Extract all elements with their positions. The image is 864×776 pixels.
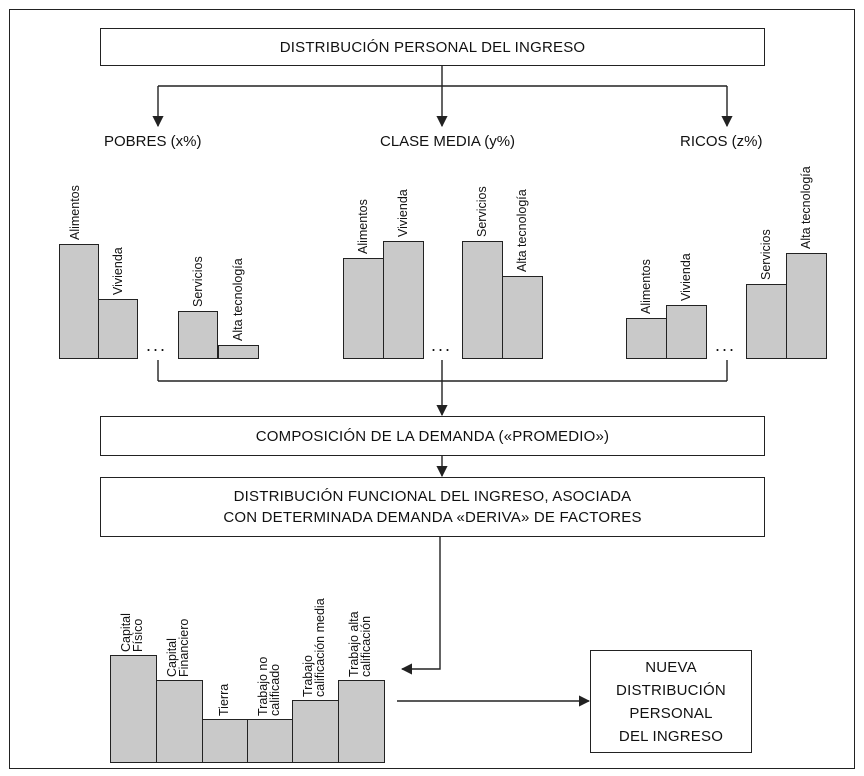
group-label-middle: CLASE MEDIA (y%) <box>380 133 516 150</box>
middle-bar-servicios <box>462 241 503 359</box>
new-line-3: PERSONAL <box>629 704 713 722</box>
functional-distribution-box: DISTRIBUCIÓN FUNCIONAL DEL INGRESO, ASOC… <box>100 477 765 537</box>
middle-bar-vivienda <box>383 241 424 359</box>
functional-line-1: DISTRIBUCIÓN FUNCIONAL DEL INGRESO, ASOC… <box>233 488 632 505</box>
middle-bar-alta-tecnologia <box>502 276 543 359</box>
factor-label-trabajo-no-calificado: Trabajo no calificado <box>256 656 282 716</box>
new-distribution-box: NUEVA DISTRIBUCIÓN PERSONAL DEL INGRESO <box>590 650 752 753</box>
rich-label-vivienda: Vivienda <box>679 253 693 301</box>
factor-bar-capital-financiero <box>156 680 203 763</box>
middle-label-vivienda: Vivienda <box>396 189 410 237</box>
rich-ellipsis: ... <box>715 335 737 355</box>
poor-label-alimentos: Alimentos <box>68 185 82 240</box>
middle-label-alta-tecnologia: Alta tecnología <box>515 189 529 272</box>
poor-bar-alimentos <box>59 244 99 359</box>
rich-bar-servicios <box>746 284 787 359</box>
middle-label-alimentos: Alimentos <box>356 199 370 254</box>
group-label-poor: POBRES (x%) <box>104 133 202 150</box>
outer-frame <box>9 9 855 769</box>
poor-bar-servicios <box>178 311 218 359</box>
new-line-1: NUEVA <box>645 658 697 676</box>
poor-ellipsis: ... <box>146 335 168 355</box>
rich-bar-vivienda <box>666 305 707 359</box>
title-text: DISTRIBUCIÓN PERSONAL DEL INGRESO <box>279 38 586 56</box>
demand-box: COMPOSICIÓN DE LA DEMANDA («PROMEDIO») <box>100 416 765 456</box>
middle-ellipsis: ... <box>431 335 453 355</box>
factor-label-tierra: Tierra <box>217 683 231 716</box>
factor-bar-trabajo-no-calificado <box>247 719 293 763</box>
factor-bar-trabajo-calificacion-media <box>292 700 339 763</box>
rich-bar-alimentos <box>626 318 667 359</box>
new-line-4: DEL INGRESO <box>618 727 724 745</box>
rich-label-alimentos: Alimentos <box>639 259 653 314</box>
poor-label-alta-tecnologia: Alta tecnología <box>231 258 245 341</box>
arrow-to-factors <box>400 537 441 675</box>
factor-bar-capital-fisico <box>110 655 157 763</box>
middle-label-servicios: Servicios <box>475 186 489 237</box>
middle-bar-alimentos <box>343 258 384 359</box>
rich-label-alta-tecnologia: Alta tecnología <box>799 166 813 249</box>
factor-label-capital-fisico: Capital Físico <box>119 613 145 652</box>
demand-text: COMPOSICIÓN DE LA DEMANDA («PROMEDIO») <box>255 427 610 445</box>
factor-label-trabajo-calificacion-media: Trabajo calificación media <box>301 598 327 697</box>
poor-bar-vivienda <box>98 299 138 359</box>
group-label-rich: RICOS (z%) <box>680 133 763 150</box>
poor-label-vivienda: Vivienda <box>111 247 125 295</box>
poor-label-servicios: Servicios <box>191 256 205 307</box>
new-line-2: DISTRIBUCIÓN <box>616 681 726 699</box>
title-box: DISTRIBUCIÓN PERSONAL DEL INGRESO <box>100 28 765 66</box>
factor-bar-trabajo-alta-calificacion <box>338 680 385 763</box>
factor-label-capital-financiero: Capital Financiero <box>165 618 191 677</box>
rich-label-servicios: Servicios <box>759 229 773 280</box>
factor-label-trabajo-alta-calificacion: Trabajo alta calificación <box>347 611 373 677</box>
poor-bar-alta-tecnologia <box>218 345 259 359</box>
factor-bar-tierra <box>202 719 248 763</box>
functional-line-2: CON DETERMINADA DEMANDA «DERIVA» DE FACT… <box>223 509 642 526</box>
rich-bar-alta-tecnologia <box>786 253 827 359</box>
